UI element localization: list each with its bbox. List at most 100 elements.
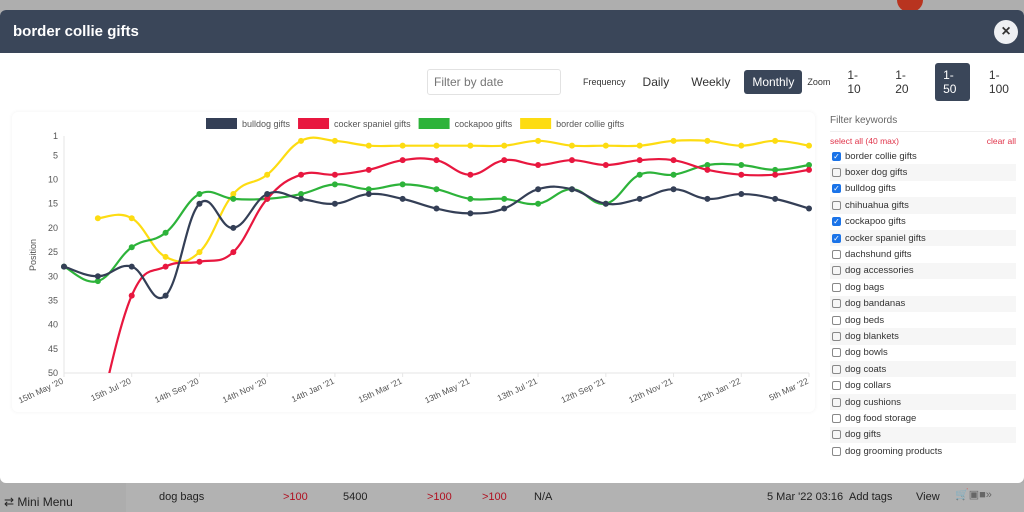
data-point[interactable] [602,142,609,149]
data-point[interactable] [738,171,745,178]
data-point[interactable] [670,186,677,193]
keyword-item[interactable]: ✓ cocker spaniel gifts [830,229,1016,247]
data-point[interactable] [230,195,237,202]
checkbox[interactable] [832,413,841,423]
checkbox[interactable] [832,282,841,292]
data-point[interactable] [738,162,745,169]
keyword-item[interactable]: dog grooming products [830,443,1016,459]
frequency-weekly[interactable]: Weekly [691,75,731,89]
keyword-item[interactable]: dog food storage [830,410,1016,426]
data-point[interactable] [568,142,575,149]
data-point[interactable] [128,292,135,299]
keyword-item[interactable]: dog gifts [830,426,1016,444]
data-point[interactable] [399,157,406,164]
data-point[interactable] [128,263,135,270]
data-point[interactable] [568,157,575,164]
checkbox[interactable] [832,299,841,309]
data-point[interactable] [704,166,711,173]
data-point[interactable] [162,253,169,260]
data-point[interactable] [365,142,372,149]
checkbox[interactable] [832,446,841,456]
data-point[interactable] [331,200,338,207]
data-point[interactable] [196,258,203,265]
data-point[interactable] [365,166,372,173]
data-point[interactable] [264,191,271,198]
data-point[interactable] [399,181,406,188]
data-point[interactable] [365,191,372,198]
data-point[interactable] [704,137,711,144]
keyword-list[interactable]: ✓ border collie gifts boxer dog gifts ✓ bull… [830,148,1016,470]
data-point[interactable] [298,137,305,144]
data-point[interactable] [94,215,101,222]
data-point[interactable] [433,157,440,164]
zoom-1-100[interactable]: 1-100 [988,68,1009,96]
keyword-item[interactable]: chihuahua gifts [830,197,1016,214]
data-point[interactable] [399,142,406,149]
data-point[interactable] [331,181,338,188]
keyword-item[interactable]: dog blankets [830,328,1016,345]
data-point[interactable] [738,191,745,198]
data-point[interactable] [230,191,237,198]
add-tags-link[interactable]: Add tags [849,491,893,503]
checkbox[interactable]: ✓ [832,233,841,243]
data-point[interactable] [772,166,779,173]
mini-menu-button[interactable]: ⇄ Mini Menu [0,483,126,512]
filter-by-date-input[interactable] [427,69,561,95]
data-point[interactable] [772,137,779,144]
data-point[interactable] [61,263,67,270]
keyword-item[interactable]: boxer dog gifts [830,164,1016,181]
keyword-item[interactable]: dog cushions [830,393,1016,411]
data-point[interactable] [331,137,338,144]
frequency-monthly[interactable]: Monthly [744,70,803,94]
data-point[interactable] [196,200,203,207]
data-point[interactable] [670,171,677,178]
checkbox[interactable] [832,331,841,341]
checkbox[interactable] [832,168,841,178]
data-point[interactable] [501,205,508,212]
basket-image-video-icons[interactable]: 🛒▣■» [955,489,992,501]
keyword-item[interactable]: dog collars [830,377,1016,393]
keyword-item[interactable]: ✓ bulldog gifts [830,181,1016,197]
data-point[interactable] [772,195,779,202]
checkbox[interactable] [832,250,841,260]
checkbox[interactable] [832,381,841,391]
data-point[interactable] [602,162,609,169]
data-point[interactable] [636,195,643,202]
legend-label[interactable]: cockapoo gifts [455,119,513,129]
data-point[interactable] [94,278,101,285]
data-point[interactable] [806,205,812,212]
data-point[interactable] [365,186,372,193]
data-point[interactable] [467,171,474,178]
close-icon[interactable]: × [994,20,1018,44]
data-point[interactable] [806,142,812,149]
data-point[interactable] [433,186,440,193]
data-point[interactable] [772,171,779,178]
legend-label[interactable]: bulldog gifts [242,119,291,129]
checkbox[interactable] [832,397,841,407]
data-point[interactable] [738,142,745,149]
zoom-1-20[interactable]: 1-20 [895,68,909,96]
keyword-item[interactable]: ✓ cockapoo gifts [830,214,1016,230]
checkbox[interactable]: ✓ [832,151,841,161]
checkbox[interactable]: ✓ [832,184,841,194]
data-point[interactable] [298,191,305,198]
data-point[interactable] [670,137,677,144]
data-point[interactable] [298,195,305,202]
keyword-item[interactable]: dog beds [830,312,1016,328]
keyword-item[interactable]: dog coats [830,361,1016,378]
data-point[interactable] [162,229,169,236]
data-point[interactable] [501,157,508,164]
data-point[interactable] [467,142,474,149]
legend-label[interactable]: border collie gifts [556,119,625,129]
data-point[interactable] [128,215,135,222]
keyword-item[interactable]: dog accessories [830,262,1016,280]
data-point[interactable] [535,200,542,207]
data-point[interactable] [806,166,812,173]
data-point[interactable] [535,137,542,144]
data-point[interactable] [636,171,643,178]
data-point[interactable] [433,142,440,149]
view-link[interactable]: View [916,491,940,503]
frequency-daily[interactable]: Daily [642,75,670,89]
data-point[interactable] [636,142,643,149]
checkbox[interactable] [832,430,841,440]
